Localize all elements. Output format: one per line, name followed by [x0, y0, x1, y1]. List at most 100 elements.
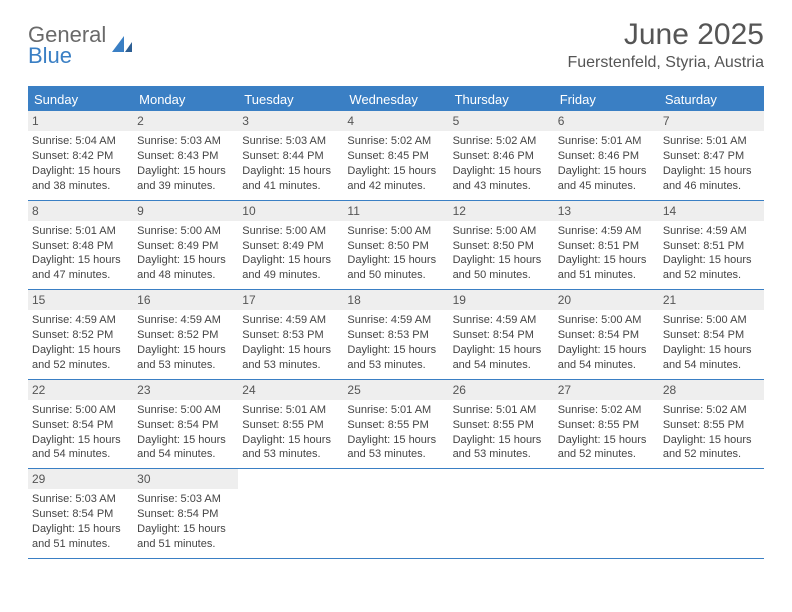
daylight-line-1: Daylight: 15 hours [558, 164, 655, 179]
day-cell: 20Sunrise: 5:00 AMSunset: 8:54 PMDayligh… [554, 290, 659, 379]
sunset-line: Sunset: 8:47 PM [663, 149, 760, 164]
page-header: General Blue June 2025 Fuerstenfeld, Sty… [28, 18, 764, 72]
daylight-line-1: Daylight: 15 hours [663, 253, 760, 268]
day-number: 19 [449, 290, 554, 310]
dayname-row: SundayMondayTuesdayWednesdayThursdayFrid… [28, 88, 764, 111]
day-cell [449, 469, 554, 558]
day-number: 25 [343, 380, 448, 400]
day-cell: 18Sunrise: 4:59 AMSunset: 8:53 PMDayligh… [343, 290, 448, 379]
daylight-line-1: Daylight: 15 hours [663, 343, 760, 358]
daylight-line-2: and 41 minutes. [242, 179, 339, 194]
day-cell: 26Sunrise: 5:01 AMSunset: 8:55 PMDayligh… [449, 380, 554, 469]
sunrise-line: Sunrise: 5:03 AM [242, 134, 339, 149]
sunset-line: Sunset: 8:51 PM [558, 239, 655, 254]
week-row: 1Sunrise: 5:04 AMSunset: 8:42 PMDaylight… [28, 111, 764, 201]
logo-sail-icon [110, 34, 134, 59]
sunrise-line: Sunrise: 5:02 AM [558, 403, 655, 418]
sunrise-line: Sunrise: 5:02 AM [453, 134, 550, 149]
daylight-line-2: and 54 minutes. [558, 358, 655, 373]
daylight-line-2: and 54 minutes. [663, 358, 760, 373]
sunrise-line: Sunrise: 4:59 AM [453, 313, 550, 328]
sunrise-line: Sunrise: 4:59 AM [558, 224, 655, 239]
day-number: 5 [449, 111, 554, 131]
daylight-line-1: Daylight: 15 hours [347, 343, 444, 358]
daylight-line-1: Daylight: 15 hours [347, 433, 444, 448]
day-cell: 16Sunrise: 4:59 AMSunset: 8:52 PMDayligh… [133, 290, 238, 379]
dayname: Monday [133, 88, 238, 111]
daylight-line-1: Daylight: 15 hours [242, 433, 339, 448]
sunset-line: Sunset: 8:55 PM [558, 418, 655, 433]
sunrise-line: Sunrise: 4:59 AM [242, 313, 339, 328]
daylight-line-2: and 50 minutes. [347, 268, 444, 283]
daylight-line-1: Daylight: 15 hours [242, 343, 339, 358]
daylight-line-1: Daylight: 15 hours [32, 164, 129, 179]
daylight-line-1: Daylight: 15 hours [663, 164, 760, 179]
day-number: 23 [133, 380, 238, 400]
day-cell: 14Sunrise: 4:59 AMSunset: 8:51 PMDayligh… [659, 201, 764, 290]
day-number: 30 [133, 469, 238, 489]
daylight-line-2: and 39 minutes. [137, 179, 234, 194]
daylight-line-1: Daylight: 15 hours [453, 343, 550, 358]
daylight-line-1: Daylight: 15 hours [558, 253, 655, 268]
sunrise-line: Sunrise: 4:59 AM [137, 313, 234, 328]
sunrise-line: Sunrise: 5:01 AM [242, 403, 339, 418]
sunset-line: Sunset: 8:55 PM [453, 418, 550, 433]
daylight-line-1: Daylight: 15 hours [347, 253, 444, 268]
sunrise-line: Sunrise: 4:59 AM [663, 224, 760, 239]
day-cell: 27Sunrise: 5:02 AMSunset: 8:55 PMDayligh… [554, 380, 659, 469]
day-number: 26 [449, 380, 554, 400]
day-cell: 1Sunrise: 5:04 AMSunset: 8:42 PMDaylight… [28, 111, 133, 200]
daylight-line-1: Daylight: 15 hours [32, 253, 129, 268]
daylight-line-2: and 52 minutes. [663, 268, 760, 283]
sunset-line: Sunset: 8:52 PM [32, 328, 129, 343]
daylight-line-2: and 48 minutes. [137, 268, 234, 283]
dayname: Friday [554, 88, 659, 111]
sunset-line: Sunset: 8:53 PM [347, 328, 444, 343]
week-row: 8Sunrise: 5:01 AMSunset: 8:48 PMDaylight… [28, 201, 764, 291]
daylight-line-1: Daylight: 15 hours [137, 343, 234, 358]
day-cell: 30Sunrise: 5:03 AMSunset: 8:54 PMDayligh… [133, 469, 238, 558]
day-number: 28 [659, 380, 764, 400]
daylight-line-2: and 53 minutes. [242, 447, 339, 462]
daylight-line-2: and 53 minutes. [347, 358, 444, 373]
day-number: 15 [28, 290, 133, 310]
day-cell: 7 Sunrise: 5:01 AMSunset: 8:47 PMDaylight… [659, 111, 764, 200]
sunrise-line: Sunrise: 5:03 AM [32, 492, 129, 507]
day-cell: 15Sunrise: 4:59 AMSunset: 8:52 PMDayligh… [28, 290, 133, 379]
sunrise-line: Sunrise: 4:59 AM [347, 313, 444, 328]
daylight-line-1: Daylight: 15 hours [558, 433, 655, 448]
daylight-line-2: and 38 minutes. [32, 179, 129, 194]
daylight-line-2: and 51 minutes. [558, 268, 655, 283]
day-number: 20 [554, 290, 659, 310]
daylight-line-2: and 52 minutes. [32, 358, 129, 373]
day-cell: 21Sunrise: 5:00 AMSunset: 8:54 PMDayligh… [659, 290, 764, 379]
day-number: 3 [238, 111, 343, 131]
logo-word-2: Blue [28, 45, 106, 67]
daylight-line-2: and 51 minutes. [137, 537, 234, 552]
sunset-line: Sunset: 8:50 PM [453, 239, 550, 254]
day-cell: 17Sunrise: 4:59 AMSunset: 8:53 PMDayligh… [238, 290, 343, 379]
sunrise-line: Sunrise: 5:01 AM [347, 403, 444, 418]
day-number: 13 [554, 201, 659, 221]
daylight-line-2: and 53 minutes. [242, 358, 339, 373]
sunset-line: Sunset: 8:49 PM [242, 239, 339, 254]
day-number: 21 [659, 290, 764, 310]
daylight-line-2: and 50 minutes. [453, 268, 550, 283]
day-number: 16 [133, 290, 238, 310]
sunset-line: Sunset: 8:54 PM [663, 328, 760, 343]
sunrise-line: Sunrise: 5:01 AM [663, 134, 760, 149]
daylight-line-1: Daylight: 15 hours [137, 164, 234, 179]
day-number: 7 [659, 111, 764, 131]
logo: General Blue [28, 24, 134, 67]
sunrise-line: Sunrise: 5:00 AM [453, 224, 550, 239]
sunrise-line: Sunrise: 5:00 AM [137, 403, 234, 418]
daylight-line-2: and 45 minutes. [558, 179, 655, 194]
daylight-line-1: Daylight: 15 hours [347, 164, 444, 179]
day-number: 29 [28, 469, 133, 489]
daylight-line-1: Daylight: 15 hours [137, 253, 234, 268]
day-number: 24 [238, 380, 343, 400]
sunset-line: Sunset: 8:55 PM [663, 418, 760, 433]
calendar: SundayMondayTuesdayWednesdayThursdayFrid… [28, 86, 764, 559]
title-block: June 2025 Fuerstenfeld, Styria, Austria [567, 18, 764, 72]
day-cell: 3Sunrise: 5:03 AMSunset: 8:44 PMDaylight… [238, 111, 343, 200]
